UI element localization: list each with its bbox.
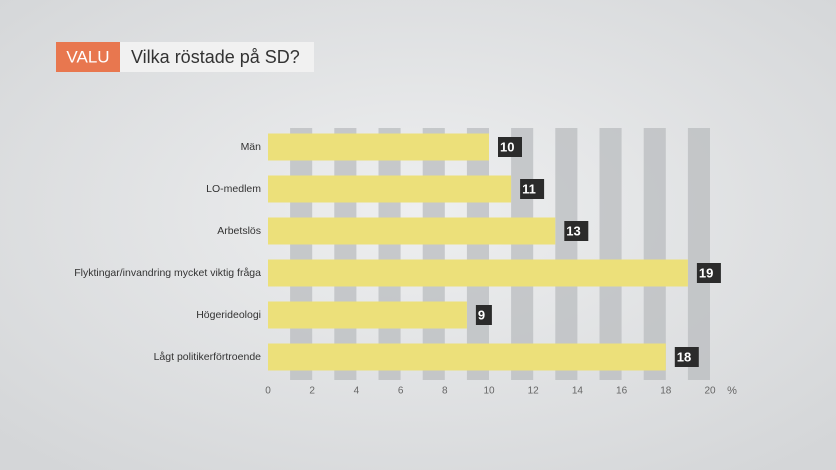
value-label: 9 [478,307,485,322]
y-tick-label: Flyktingar/invandring mycket viktig fråg… [74,267,261,279]
x-tick-label: 20 [704,386,716,397]
x-tick-label: 16 [616,386,628,397]
value-label: 10 [500,139,514,154]
x-tick-label: 18 [660,386,672,397]
y-tick-label: Arbetslös [217,225,261,237]
chart-title: Vilka röstade på SD? [131,47,300,67]
grid-stripe [466,128,489,380]
value-label: 19 [699,265,713,280]
bar [268,259,688,287]
value-label-box [475,305,492,325]
bar [268,343,666,371]
x-unit-label: % [727,385,737,397]
grid-stripe [555,128,578,380]
grid-stripe [334,128,357,380]
tag-box [56,42,120,72]
x-tick-label: 10 [483,386,495,397]
value-label-box [696,263,721,283]
x-tick-label: 8 [442,386,448,397]
grid-stripe [599,128,622,380]
tag: VALU [66,47,109,66]
value-label-box [520,179,545,199]
grid-stripe [643,128,666,380]
value-label-box [674,347,699,367]
bar [268,175,512,203]
x-tick-label: 0 [265,386,271,397]
bar [268,217,556,245]
bar [268,301,467,329]
value-label: 18 [677,349,691,364]
y-tick-label: Män [241,141,262,153]
bar [268,133,489,161]
value-label: 11 [522,181,536,196]
grid-stripe [687,128,710,380]
x-tick-label: 2 [309,386,315,397]
value-label-box [498,137,522,157]
grid-stripe [511,128,534,380]
y-tick-label: LO-medlem [206,183,261,195]
grid-stripe [422,128,445,380]
y-tick-label: Högerideologi [196,309,261,321]
x-tick-label: 6 [398,386,404,397]
x-tick-label: 14 [572,386,584,397]
grid-stripe [290,128,313,380]
value-label-box [564,221,589,241]
grid-stripe [378,128,401,380]
y-tick-label: Lågt politikerförtroende [154,351,262,363]
value-label: 13 [566,223,580,238]
x-tick-label: 4 [354,386,360,397]
title-box [120,42,314,72]
x-tick-label: 12 [528,386,540,397]
